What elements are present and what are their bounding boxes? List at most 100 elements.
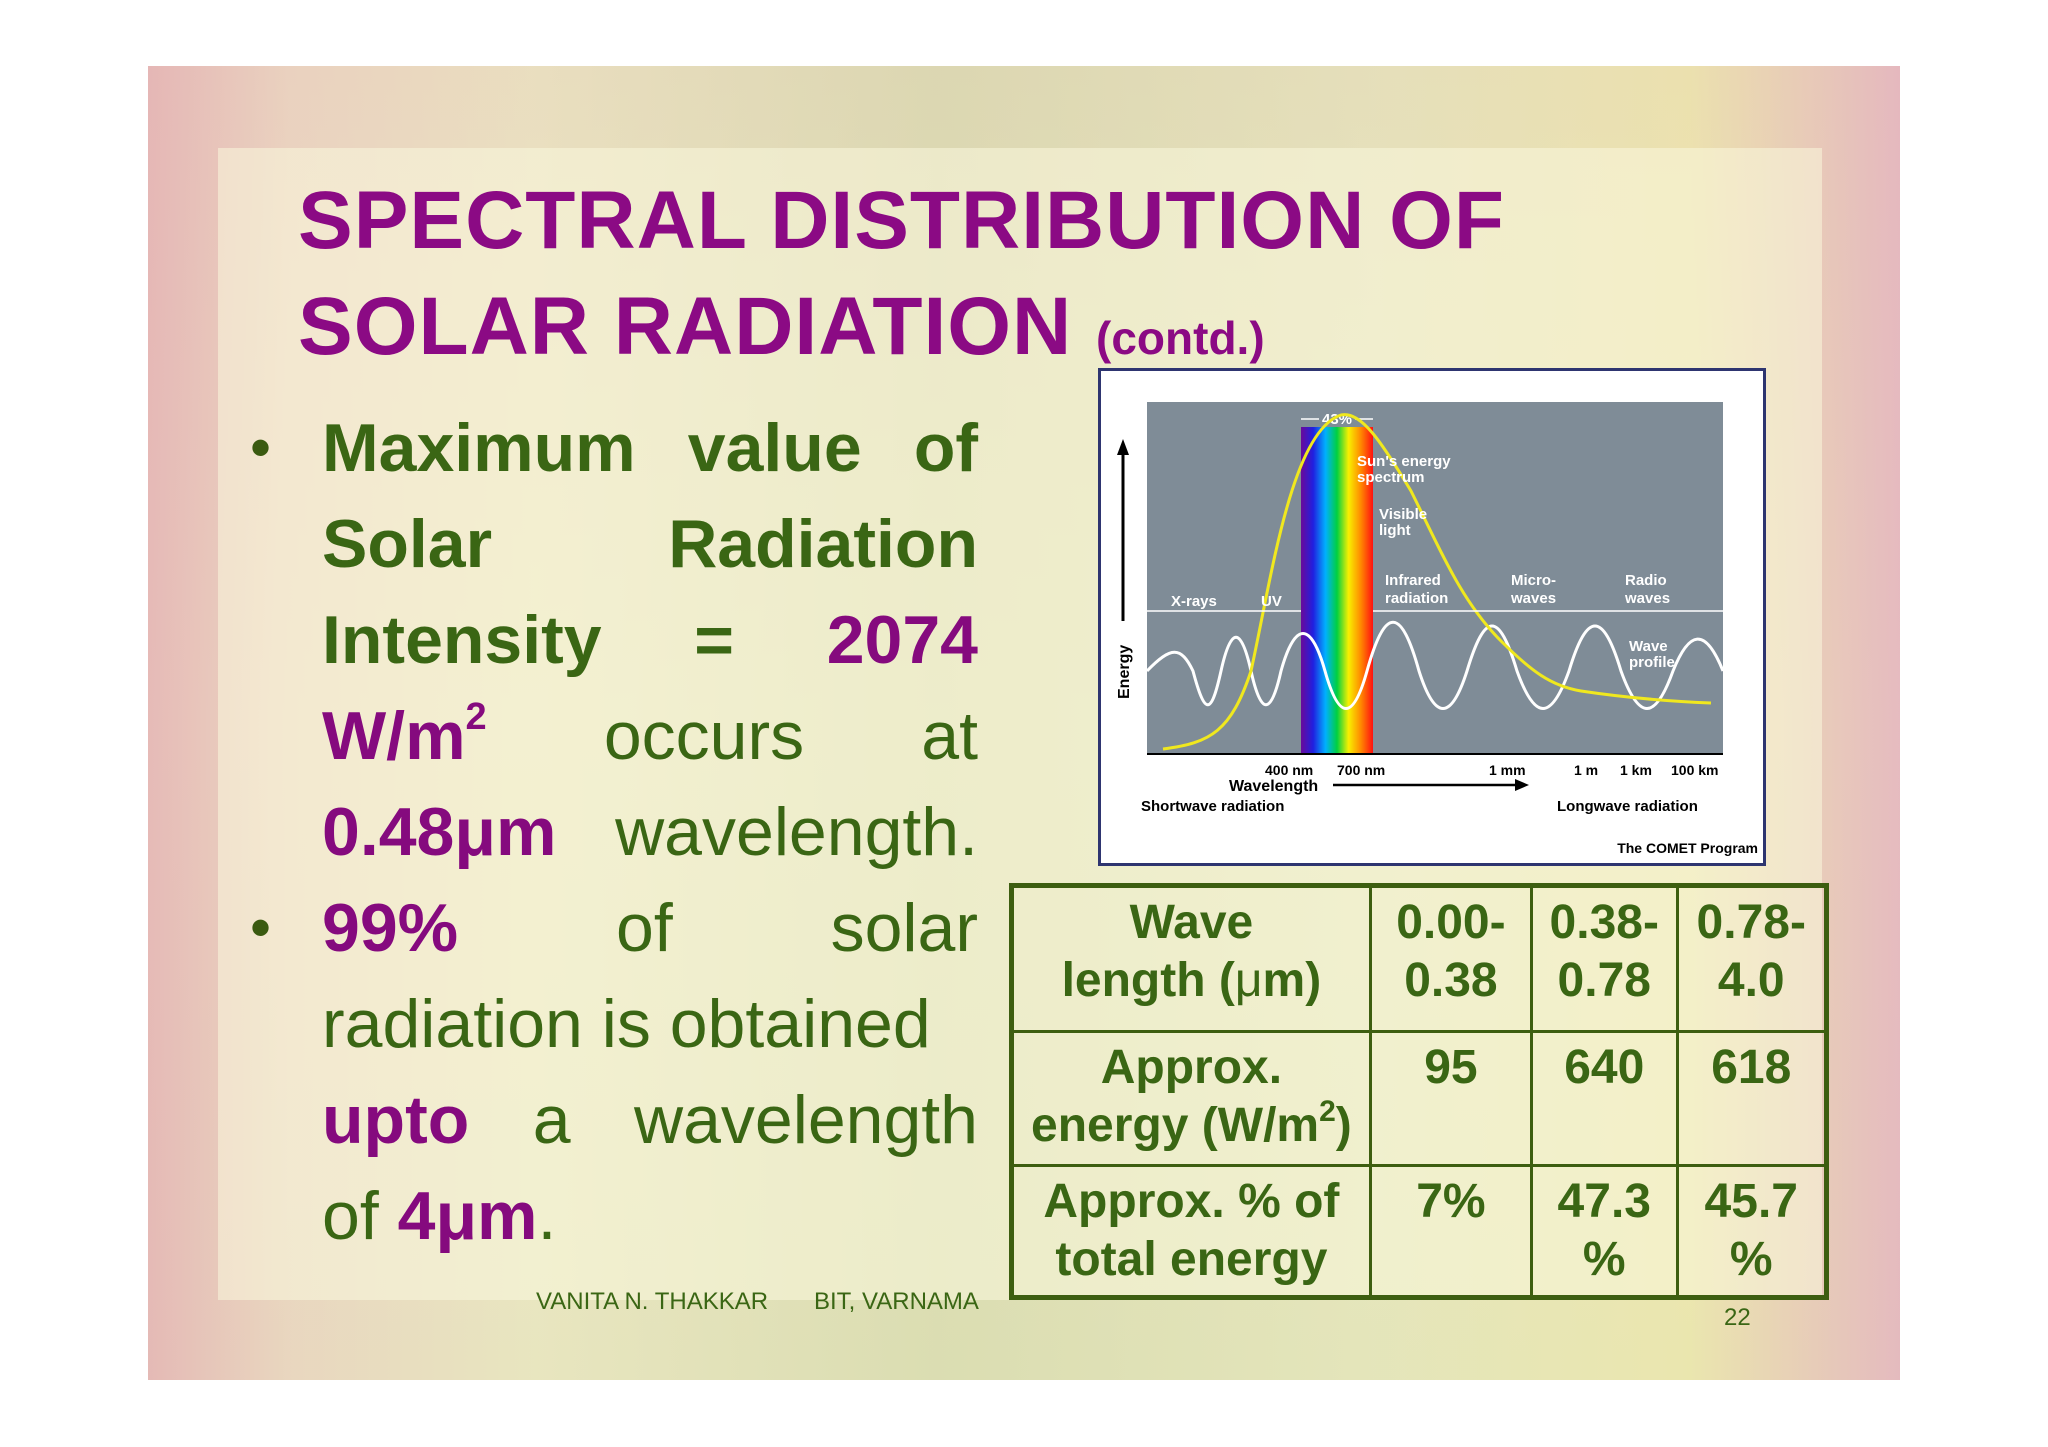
title-suffix: (contd.) xyxy=(1096,312,1265,364)
energy-distribution-table: Wave length (μm) 0.00- 0.38 0.38- 0.78 0… xyxy=(1009,883,1829,1300)
title-line-2: SOLAR RADIATION xyxy=(298,281,1073,372)
intensity-value: 2074 xyxy=(826,602,978,678)
uv-label: UV xyxy=(1261,593,1282,610)
curve-label: Sun's energy xyxy=(1357,453,1451,470)
cell-text: ) xyxy=(1335,1099,1352,1152)
spectrum-diagram: 43% Sun's energy spectrum Visible light … xyxy=(1116,402,1758,856)
table-cell: 618 xyxy=(1675,1030,1829,1167)
tick-label: 400 nm xyxy=(1265,762,1313,778)
bullet1-line5: 0.48μm wavelength. xyxy=(322,784,978,880)
energy-axis-label: Energy xyxy=(1116,645,1133,699)
arrowhead-icon xyxy=(1117,439,1129,455)
table-cell: 95 xyxy=(1368,1030,1534,1167)
bullet1-line3: Intensity = 2074 xyxy=(322,592,978,688)
cell-text: Wave xyxy=(1129,896,1254,949)
word: of xyxy=(913,410,978,486)
sun-energy-curve xyxy=(1162,413,1712,751)
radio-waves-label: waves xyxy=(1624,590,1670,607)
table-cell: 0.38- 0.78 xyxy=(1530,884,1679,1033)
mu-symbol: μ xyxy=(1234,954,1263,1007)
table-row: Wave length (μm) 0.00- 0.38 0.38- 0.78 0… xyxy=(1010,884,1829,1033)
word: wavelength. xyxy=(615,794,978,870)
superscript: 2 xyxy=(1319,1095,1336,1128)
table-header-cell: Approx. % of total energy xyxy=(1010,1164,1372,1299)
figure-credit: The COMET Program xyxy=(1617,840,1758,856)
tick-label: 700 nm xyxy=(1337,762,1385,778)
bullet1-line1: Maximum value of xyxy=(322,400,978,496)
microwaves-label: Micro- xyxy=(1511,572,1556,589)
unit-text: W/m xyxy=(322,698,466,774)
wave-profile-line xyxy=(1145,621,1725,710)
cell-text: length ( xyxy=(1061,954,1235,1007)
curve-label: spectrum xyxy=(1357,469,1425,486)
bullet-99-percent: • 99% of solar radiation is obtained upt… xyxy=(250,880,978,1264)
word: a xyxy=(532,1082,571,1158)
bullet2-line4: of 4μm. xyxy=(322,1168,978,1264)
percent-value: 99% xyxy=(322,890,459,966)
tick-label: 100 km xyxy=(1671,762,1718,778)
tick-label: 1 mm xyxy=(1489,762,1526,778)
table-cell: 0.78- 4.0 xyxy=(1675,884,1829,1033)
table-row: Approx. % of total energy 7% 47.3 % 45.7… xyxy=(1010,1164,1829,1299)
table-cell: 640 xyxy=(1530,1030,1679,1167)
bullet-dot: • xyxy=(250,894,272,961)
word: Radiation xyxy=(668,506,978,582)
word: at xyxy=(921,698,978,774)
cell-text: m) xyxy=(1262,954,1322,1007)
microwaves-label: waves xyxy=(1510,590,1556,607)
word: of xyxy=(616,890,673,966)
bullet-list: • Maximum value of Solar Radiation Inten… xyxy=(250,400,978,1264)
footer-author: VANITA N. THAKKAR xyxy=(536,1288,769,1315)
bullet2-line3: upto a wavelength xyxy=(322,1072,978,1168)
word-upto: upto xyxy=(322,1082,470,1158)
wave-profile-label: Wave xyxy=(1629,638,1668,655)
shortwave-label: Shortwave radiation xyxy=(1141,798,1284,815)
intensity-unit: W/m2 xyxy=(322,688,487,784)
period: . xyxy=(537,1178,557,1254)
bullet2-line2: radiation is obtained xyxy=(322,976,978,1072)
word: Intensity xyxy=(322,602,602,678)
table-row: Approx. energy (W/m2) 95 640 618 xyxy=(1010,1030,1829,1167)
word: Maximum xyxy=(322,410,636,486)
arrowhead-icon xyxy=(1515,779,1529,791)
visible-light-label: light xyxy=(1379,522,1411,539)
bullet1-line2: Solar Radiation xyxy=(322,496,978,592)
tick-label: 1 m xyxy=(1574,762,1598,778)
bullet2-line1: 99% of solar xyxy=(322,880,978,976)
footer-institute: BIT, VARNAMA xyxy=(814,1288,979,1315)
infrared-label: Infrared xyxy=(1385,572,1441,589)
cell-text: energy (W/m xyxy=(1031,1099,1320,1152)
bullet1-line4: W/m2 occurs at xyxy=(322,688,978,784)
radio-waves-label: Radio xyxy=(1625,572,1667,589)
table-cell: 7% xyxy=(1368,1164,1534,1299)
word: of xyxy=(322,1178,379,1254)
bullet-dot: • xyxy=(250,414,272,481)
cell-text: Approx. xyxy=(1100,1041,1283,1094)
peak-wavelength-value: 0.48μm xyxy=(322,794,557,870)
xrays-label: X-rays xyxy=(1171,593,1217,610)
table-cell: 47.3 % xyxy=(1530,1164,1679,1299)
word: = xyxy=(694,602,735,678)
line-text: radiation is obtained xyxy=(322,986,931,1062)
slide-title: SPECTRAL DISTRIBUTION OF SOLAR RADIATION… xyxy=(298,168,1505,391)
wave-profile-label: profile xyxy=(1629,654,1675,671)
word: Solar xyxy=(322,506,493,582)
table-header-cell: Approx. energy (W/m2) xyxy=(1010,1030,1372,1167)
table-cell: 0.00- 0.38 xyxy=(1368,884,1534,1033)
tick-label: 1 km xyxy=(1620,762,1652,778)
wavelength-axis-label: Wavelength xyxy=(1229,778,1318,795)
word: occurs xyxy=(603,698,805,774)
word: solar xyxy=(830,890,978,966)
infrared-label: radiation xyxy=(1385,590,1448,607)
word: wavelength xyxy=(633,1082,978,1158)
page-number: 22 xyxy=(1724,1304,1751,1331)
bullet-max-intensity: • Maximum value of Solar Radiation Inten… xyxy=(250,400,978,880)
spectrum-figure: 43% Sun's energy spectrum Visible light … xyxy=(1098,368,1766,866)
longwave-label: Longwave radiation xyxy=(1557,798,1698,815)
word: value xyxy=(687,410,862,486)
title-line-1: SPECTRAL DISTRIBUTION OF xyxy=(298,175,1505,266)
table-header-cell: Wave length (μm) xyxy=(1010,884,1372,1033)
limit-wavelength-value: 4μm xyxy=(397,1178,538,1254)
unit-superscript: 2 xyxy=(465,696,487,738)
visible-light-label: Visible xyxy=(1379,506,1427,523)
